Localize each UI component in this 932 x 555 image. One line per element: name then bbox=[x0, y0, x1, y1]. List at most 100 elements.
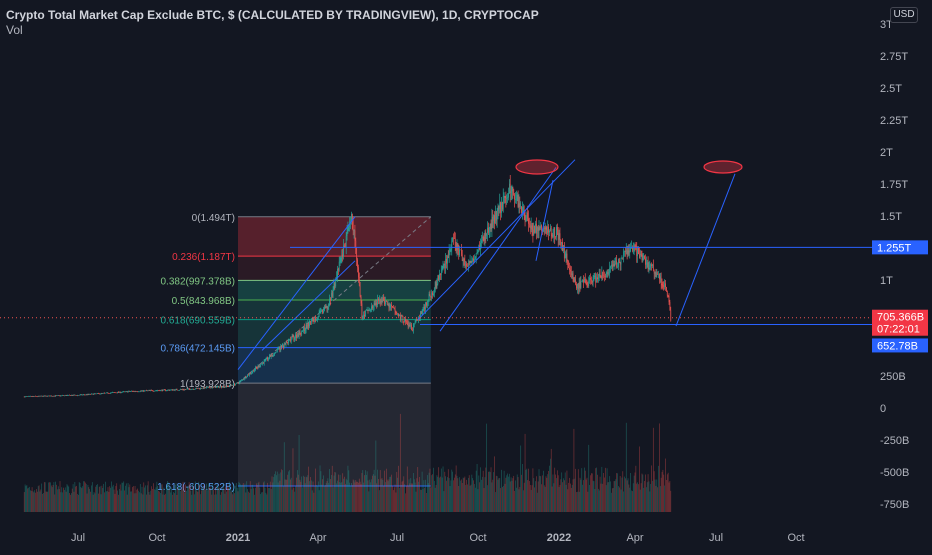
volume-bar bbox=[526, 468, 528, 512]
candle-body bbox=[648, 267, 650, 269]
volume-bar bbox=[608, 481, 610, 512]
candle-body bbox=[291, 336, 293, 340]
candle-body bbox=[325, 305, 327, 308]
candle-body bbox=[323, 310, 324, 313]
candle-body bbox=[96, 393, 98, 395]
candle-body bbox=[322, 309, 323, 313]
highlight-ellipse[interactable] bbox=[703, 160, 743, 174]
volume-bar bbox=[127, 483, 129, 512]
volume-bar bbox=[364, 475, 365, 512]
candle-body bbox=[485, 232, 487, 236]
volume-bar bbox=[520, 445, 522, 512]
last-price-tag-bg bbox=[872, 309, 928, 336]
volume-bar bbox=[152, 488, 153, 512]
candle-body bbox=[93, 393, 95, 395]
trend-line[interactable] bbox=[675, 173, 736, 327]
volume-bar bbox=[222, 483, 224, 512]
candle-body bbox=[198, 388, 200, 389]
volume-bar bbox=[413, 472, 414, 512]
candle-body bbox=[502, 202, 503, 210]
candle-body bbox=[280, 346, 282, 351]
candle-body bbox=[274, 352, 275, 355]
candle-body bbox=[467, 265, 468, 267]
volume-bar bbox=[546, 477, 548, 512]
trend-line[interactable] bbox=[261, 260, 356, 351]
candle-body bbox=[190, 389, 192, 391]
highlight-ellipse[interactable] bbox=[515, 159, 559, 175]
candle-body bbox=[155, 390, 157, 392]
candle-body bbox=[659, 273, 660, 280]
volume-bar bbox=[151, 486, 152, 512]
candle-body bbox=[282, 345, 283, 347]
volume-bar bbox=[422, 489, 424, 512]
candle-body bbox=[186, 389, 187, 390]
candle-body bbox=[499, 202, 501, 210]
candle-body bbox=[89, 393, 91, 395]
volume-bar bbox=[77, 494, 79, 512]
candle-body bbox=[101, 393, 103, 394]
volume-bar bbox=[120, 490, 122, 512]
trend-line[interactable] bbox=[237, 216, 356, 370]
candle-body bbox=[564, 257, 566, 259]
candle-body bbox=[308, 323, 310, 327]
volume-bar bbox=[542, 475, 543, 512]
volume-bar bbox=[87, 485, 89, 512]
candle-body bbox=[248, 373, 250, 376]
volume-bar bbox=[461, 479, 462, 512]
candle-body bbox=[463, 259, 465, 261]
candle-body bbox=[666, 287, 667, 291]
volume-bar bbox=[335, 472, 337, 512]
volume-bar bbox=[639, 446, 640, 512]
volume-bar bbox=[279, 480, 281, 512]
candle-body bbox=[581, 280, 583, 282]
candle-body bbox=[599, 273, 601, 276]
candle-body bbox=[217, 386, 219, 387]
candle-body bbox=[579, 281, 581, 288]
volume-bar bbox=[65, 491, 67, 512]
volume-bar bbox=[297, 474, 299, 512]
candle-body bbox=[163, 389, 165, 391]
candle-body bbox=[154, 390, 156, 392]
candle-body bbox=[432, 292, 433, 296]
candle-body bbox=[555, 236, 556, 238]
volume-bar bbox=[611, 492, 612, 512]
volume-bar bbox=[178, 485, 180, 512]
volume-bar bbox=[454, 477, 455, 512]
candle-body bbox=[406, 321, 407, 322]
volume-bar bbox=[501, 469, 502, 512]
fib-level-label: 0.236(1.187T) bbox=[172, 252, 235, 263]
candle-body bbox=[619, 262, 621, 265]
candle-body bbox=[669, 302, 671, 311]
volume-bar bbox=[420, 489, 422, 512]
candle-body bbox=[247, 374, 248, 378]
candle-body bbox=[106, 392, 108, 394]
volume-bar bbox=[121, 482, 123, 512]
volume-bar bbox=[627, 478, 629, 512]
currency-button[interactable]: USD bbox=[890, 7, 918, 23]
candle-body bbox=[71, 395, 72, 396]
candle-body bbox=[439, 274, 440, 280]
volume-bar bbox=[329, 469, 330, 512]
volume-bar bbox=[534, 487, 535, 512]
time-axis-bg bbox=[0, 522, 932, 550]
candle-body bbox=[638, 247, 639, 254]
volume-bar bbox=[518, 489, 520, 512]
candle-body bbox=[522, 206, 524, 208]
volume-bar bbox=[109, 486, 111, 512]
volume-bar bbox=[361, 472, 363, 512]
candle-body bbox=[315, 318, 317, 321]
trend-line[interactable] bbox=[439, 167, 557, 332]
volume-bar bbox=[129, 484, 131, 512]
volume-bar bbox=[202, 486, 204, 512]
trend-line[interactable] bbox=[417, 159, 576, 321]
volume-bar bbox=[401, 481, 403, 512]
candle-body bbox=[486, 233, 488, 236]
volume-bar bbox=[244, 483, 246, 512]
candle-body bbox=[26, 396, 28, 398]
volume-bar bbox=[441, 477, 443, 512]
candle-body bbox=[353, 230, 355, 232]
candle-body bbox=[495, 211, 496, 224]
candle-body bbox=[623, 251, 624, 258]
